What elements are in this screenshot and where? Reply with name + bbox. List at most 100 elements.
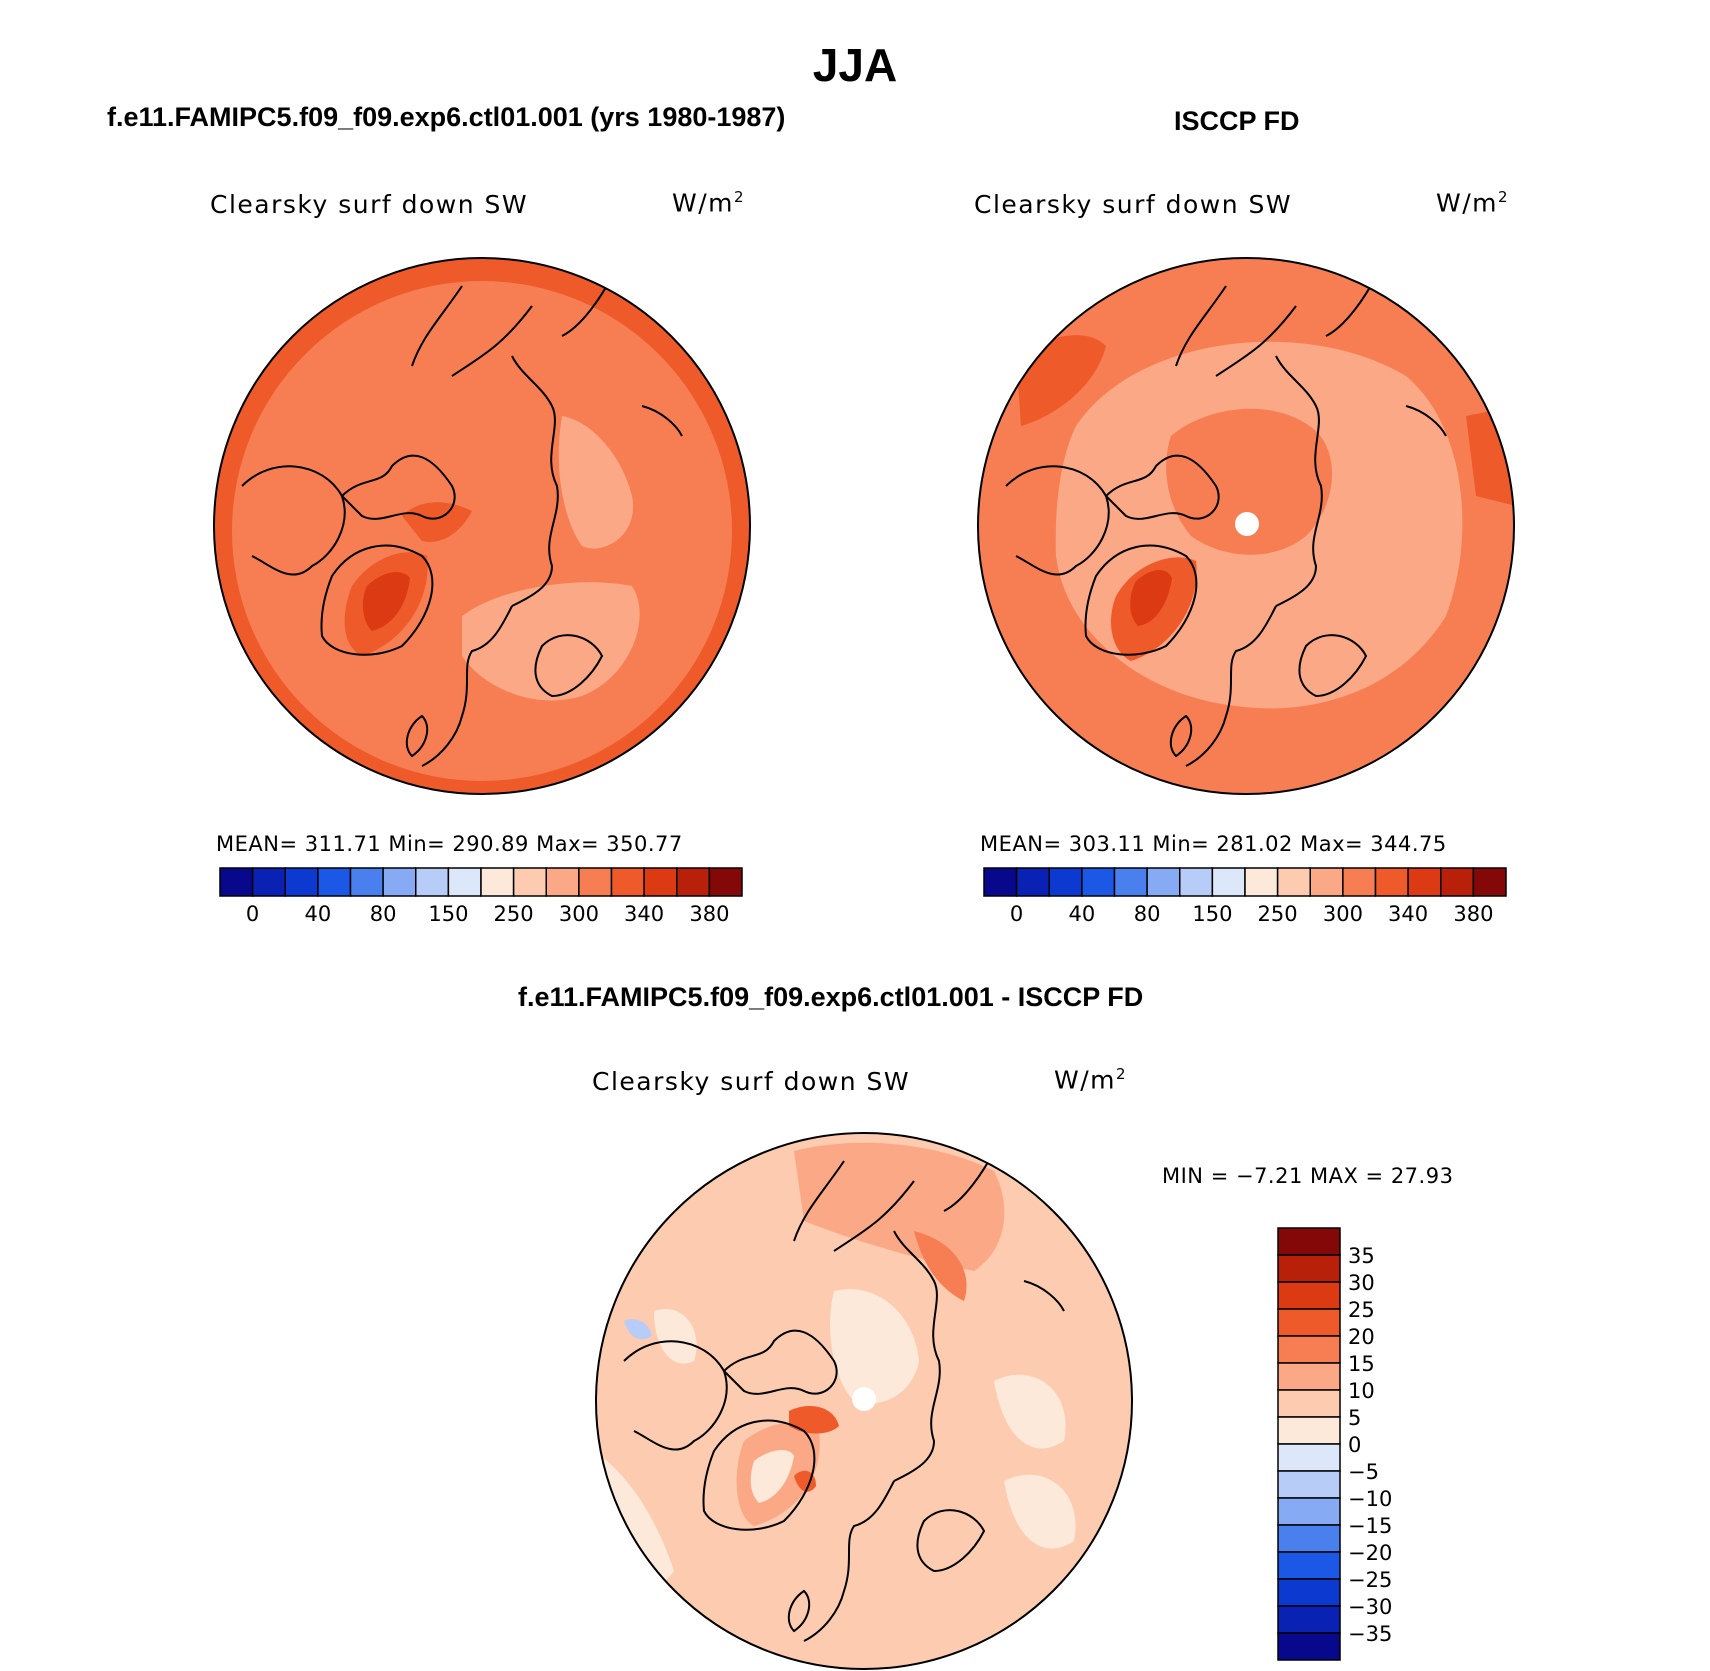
panel3-colorbar-labels: 35 30 25 20 15 10 5 0 −5 −10 −15 −20 −25… [1348, 1228, 1428, 1660]
colorbar-swatch [382, 867, 417, 897]
panel3-colorbar [1277, 1227, 1341, 1661]
cb3-label: −20 [1348, 1541, 1393, 1565]
colorbar-swatch [1277, 1497, 1341, 1526]
colorbar-swatch [1211, 867, 1246, 897]
colorbar-swatch [1277, 1281, 1341, 1310]
cb3-label: 10 [1348, 1379, 1375, 1403]
cb1-label: 150 [428, 902, 469, 926]
colorbar-swatch [1277, 1254, 1341, 1283]
colorbar-swatch [415, 867, 450, 897]
cb3-label: 0 [1348, 1433, 1362, 1457]
colorbar-swatch [1277, 1227, 1341, 1256]
cb3-label: −10 [1348, 1487, 1393, 1511]
colorbar-swatch [578, 867, 613, 897]
colorbar-swatch [1407, 867, 1442, 897]
colorbar-swatch [1277, 1524, 1341, 1553]
colorbar-swatch [545, 867, 580, 897]
colorbar-swatch [1277, 1470, 1341, 1499]
colorbar-swatch [1015, 867, 1050, 897]
panel1-stats: MEAN= 311.71 Min= 290.89 Max= 350.77 [216, 832, 683, 856]
panel1-colorbar [219, 867, 743, 897]
panel2-stats: MEAN= 303.11 Min= 281.02 Max= 344.75 [980, 832, 1447, 856]
colorbar-swatch [1179, 867, 1214, 897]
colorbar-swatch [1277, 1605, 1341, 1634]
colorbar-swatch [1277, 1308, 1341, 1337]
colorbar-swatch [480, 867, 515, 897]
cb3-label: 25 [1348, 1298, 1375, 1322]
cb2-label: 250 [1257, 902, 1298, 926]
colorbar-swatch [317, 867, 352, 897]
colorbar-swatch [676, 867, 711, 897]
colorbar-swatch [512, 867, 547, 897]
colorbar-swatch [610, 867, 645, 897]
colorbar-swatch [349, 867, 384, 897]
figure-title: JJA [812, 39, 898, 91]
cb3-label: −5 [1348, 1460, 1379, 1484]
colorbar-swatch [251, 867, 286, 897]
panel1-colorbar-labels: 0 40 80 150 250 300 340 380 [220, 902, 742, 928]
colorbar-swatch [1277, 1443, 1341, 1472]
panel1-units-label: W/m2 [672, 188, 746, 218]
colorbar-swatch [1277, 1335, 1341, 1364]
colorbar-swatch [1277, 1389, 1341, 1418]
colorbar-swatch [1342, 867, 1377, 897]
colorbar-swatch [1277, 1578, 1341, 1607]
panel3-case-title: f.e11.FAMIPC5.f09_f09.exp6.ctl01.001 - I… [518, 982, 1144, 1012]
cb2-label: 340 [1388, 902, 1429, 926]
cb2-label: 150 [1192, 902, 1233, 926]
cb3-label: −25 [1348, 1568, 1393, 1592]
cb2-label: 40 [1068, 902, 1096, 926]
cb1-label: 340 [624, 902, 665, 926]
panel3-units-label: W/m2 [1054, 1065, 1128, 1095]
colorbar-swatch [1048, 867, 1083, 897]
panel3-stats: MIN = −7.21 MAX = 27.93 [1162, 1164, 1454, 1188]
panel1-case-title: f.e11.FAMIPC5.f09_f09.exp6.ctl01.001 (yr… [107, 102, 786, 132]
colorbar-swatch [1276, 867, 1311, 897]
cb2-label: 380 [1453, 902, 1494, 926]
panel1-variable-label: Clearsky surf down SW [210, 190, 529, 219]
colorbar-swatch [1146, 867, 1181, 897]
cb1-label: 250 [493, 902, 534, 926]
cb3-label: 35 [1348, 1244, 1375, 1268]
colorbar-swatch [1277, 1362, 1341, 1391]
cb2-label: 300 [1322, 902, 1363, 926]
colorbar-swatch [1113, 867, 1148, 897]
colorbar-swatch [219, 867, 254, 897]
cb3-label: −35 [1348, 1622, 1393, 1646]
cb1-label: 380 [689, 902, 730, 926]
panel2-variable-label: Clearsky surf down SW [974, 190, 1293, 219]
colorbar-swatch [1374, 867, 1409, 897]
colorbar-swatch [1277, 1551, 1341, 1580]
cb2-label: 0 [1009, 902, 1024, 926]
cb3-label: −30 [1348, 1595, 1393, 1619]
cb3-label: 15 [1348, 1352, 1375, 1376]
panel3-variable-label: Clearsky surf down SW [592, 1067, 911, 1096]
colorbar-swatch [643, 867, 678, 897]
colorbar-swatch [983, 867, 1018, 897]
cb1-label: 0 [245, 902, 260, 926]
colorbar-swatch [1309, 867, 1344, 897]
panel3-polar-map [595, 1132, 1133, 1670]
colorbar-swatch [1081, 867, 1116, 897]
panel2-case-title: ISCCP FD [1174, 106, 1300, 136]
cb3-label: 30 [1348, 1271, 1375, 1295]
cb3-label: 5 [1348, 1406, 1362, 1430]
cb3-label: −15 [1348, 1514, 1393, 1538]
panel2-colorbar [983, 867, 1507, 897]
colorbar-swatch [447, 867, 482, 897]
panel1-polar-map [213, 257, 751, 795]
colorbar-swatch [1277, 1632, 1341, 1661]
cb2-label: 80 [1133, 902, 1161, 926]
colorbar-swatch [1440, 867, 1475, 897]
panel2-units-label: W/m2 [1436, 188, 1510, 218]
colorbar-swatch [1244, 867, 1279, 897]
colorbar-swatch [1472, 867, 1507, 897]
panel2-colorbar-labels: 0 40 80 150 250 300 340 380 [984, 902, 1506, 928]
cb1-label: 40 [304, 902, 332, 926]
cb1-label: 300 [558, 902, 599, 926]
cb3-label: 20 [1348, 1325, 1375, 1349]
colorbar-swatch [708, 867, 743, 897]
colorbar-swatch [284, 867, 319, 897]
cb1-label: 80 [369, 902, 397, 926]
colorbar-swatch [1277, 1416, 1341, 1445]
